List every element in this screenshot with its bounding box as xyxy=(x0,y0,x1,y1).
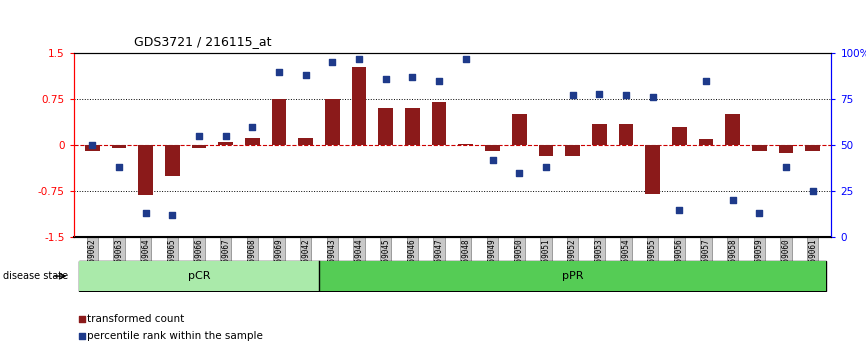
Point xyxy=(192,133,206,139)
Bar xyxy=(672,127,687,145)
Point xyxy=(459,56,473,62)
Point xyxy=(326,59,339,65)
Bar xyxy=(112,145,126,148)
Point xyxy=(672,207,686,212)
Point xyxy=(753,210,766,216)
Text: percentile rank within the sample: percentile rank within the sample xyxy=(87,331,262,341)
Bar xyxy=(726,114,740,145)
Point xyxy=(139,210,152,216)
Bar xyxy=(591,124,606,145)
Bar xyxy=(165,145,179,176)
Text: pPR: pPR xyxy=(562,271,584,281)
Bar xyxy=(378,108,393,145)
Point xyxy=(699,78,713,84)
Point xyxy=(245,124,259,130)
Point xyxy=(432,78,446,84)
Point xyxy=(75,316,89,321)
Point xyxy=(272,69,286,74)
Point xyxy=(352,56,366,62)
Point xyxy=(86,142,100,148)
Text: GDS3721 / 216115_at: GDS3721 / 216115_at xyxy=(134,35,272,48)
Bar xyxy=(218,142,233,145)
Bar xyxy=(752,145,766,151)
Bar xyxy=(699,139,714,145)
Point xyxy=(646,95,660,100)
Text: disease state: disease state xyxy=(3,271,68,281)
Point xyxy=(486,157,500,163)
Point xyxy=(219,133,233,139)
Bar xyxy=(85,145,100,151)
Bar xyxy=(645,145,660,194)
Point xyxy=(539,164,553,170)
Bar xyxy=(139,145,153,195)
Bar xyxy=(565,145,580,156)
Bar xyxy=(191,145,206,148)
Point xyxy=(779,164,793,170)
Point xyxy=(378,76,392,82)
Bar xyxy=(512,114,527,145)
Bar xyxy=(805,145,820,151)
Bar xyxy=(432,102,447,145)
Bar xyxy=(79,261,319,291)
Point xyxy=(619,93,633,98)
Bar xyxy=(458,144,473,145)
Text: pCR: pCR xyxy=(188,271,210,281)
Text: transformed count: transformed count xyxy=(87,314,184,324)
Bar xyxy=(272,99,287,145)
Point xyxy=(299,72,313,78)
Bar xyxy=(539,145,553,156)
Bar xyxy=(352,67,366,145)
Bar xyxy=(299,138,313,145)
Bar xyxy=(245,138,260,145)
Bar xyxy=(779,145,793,153)
Bar xyxy=(319,261,826,291)
Point xyxy=(805,188,819,194)
Bar xyxy=(485,145,500,151)
Point xyxy=(592,91,606,96)
Point xyxy=(726,198,740,203)
Bar xyxy=(325,99,339,145)
Point xyxy=(75,333,89,339)
Bar xyxy=(405,108,420,145)
Point xyxy=(565,93,579,98)
Point xyxy=(112,164,126,170)
Bar xyxy=(618,124,633,145)
Point xyxy=(513,170,527,176)
Point xyxy=(165,212,179,218)
Point xyxy=(405,74,419,80)
